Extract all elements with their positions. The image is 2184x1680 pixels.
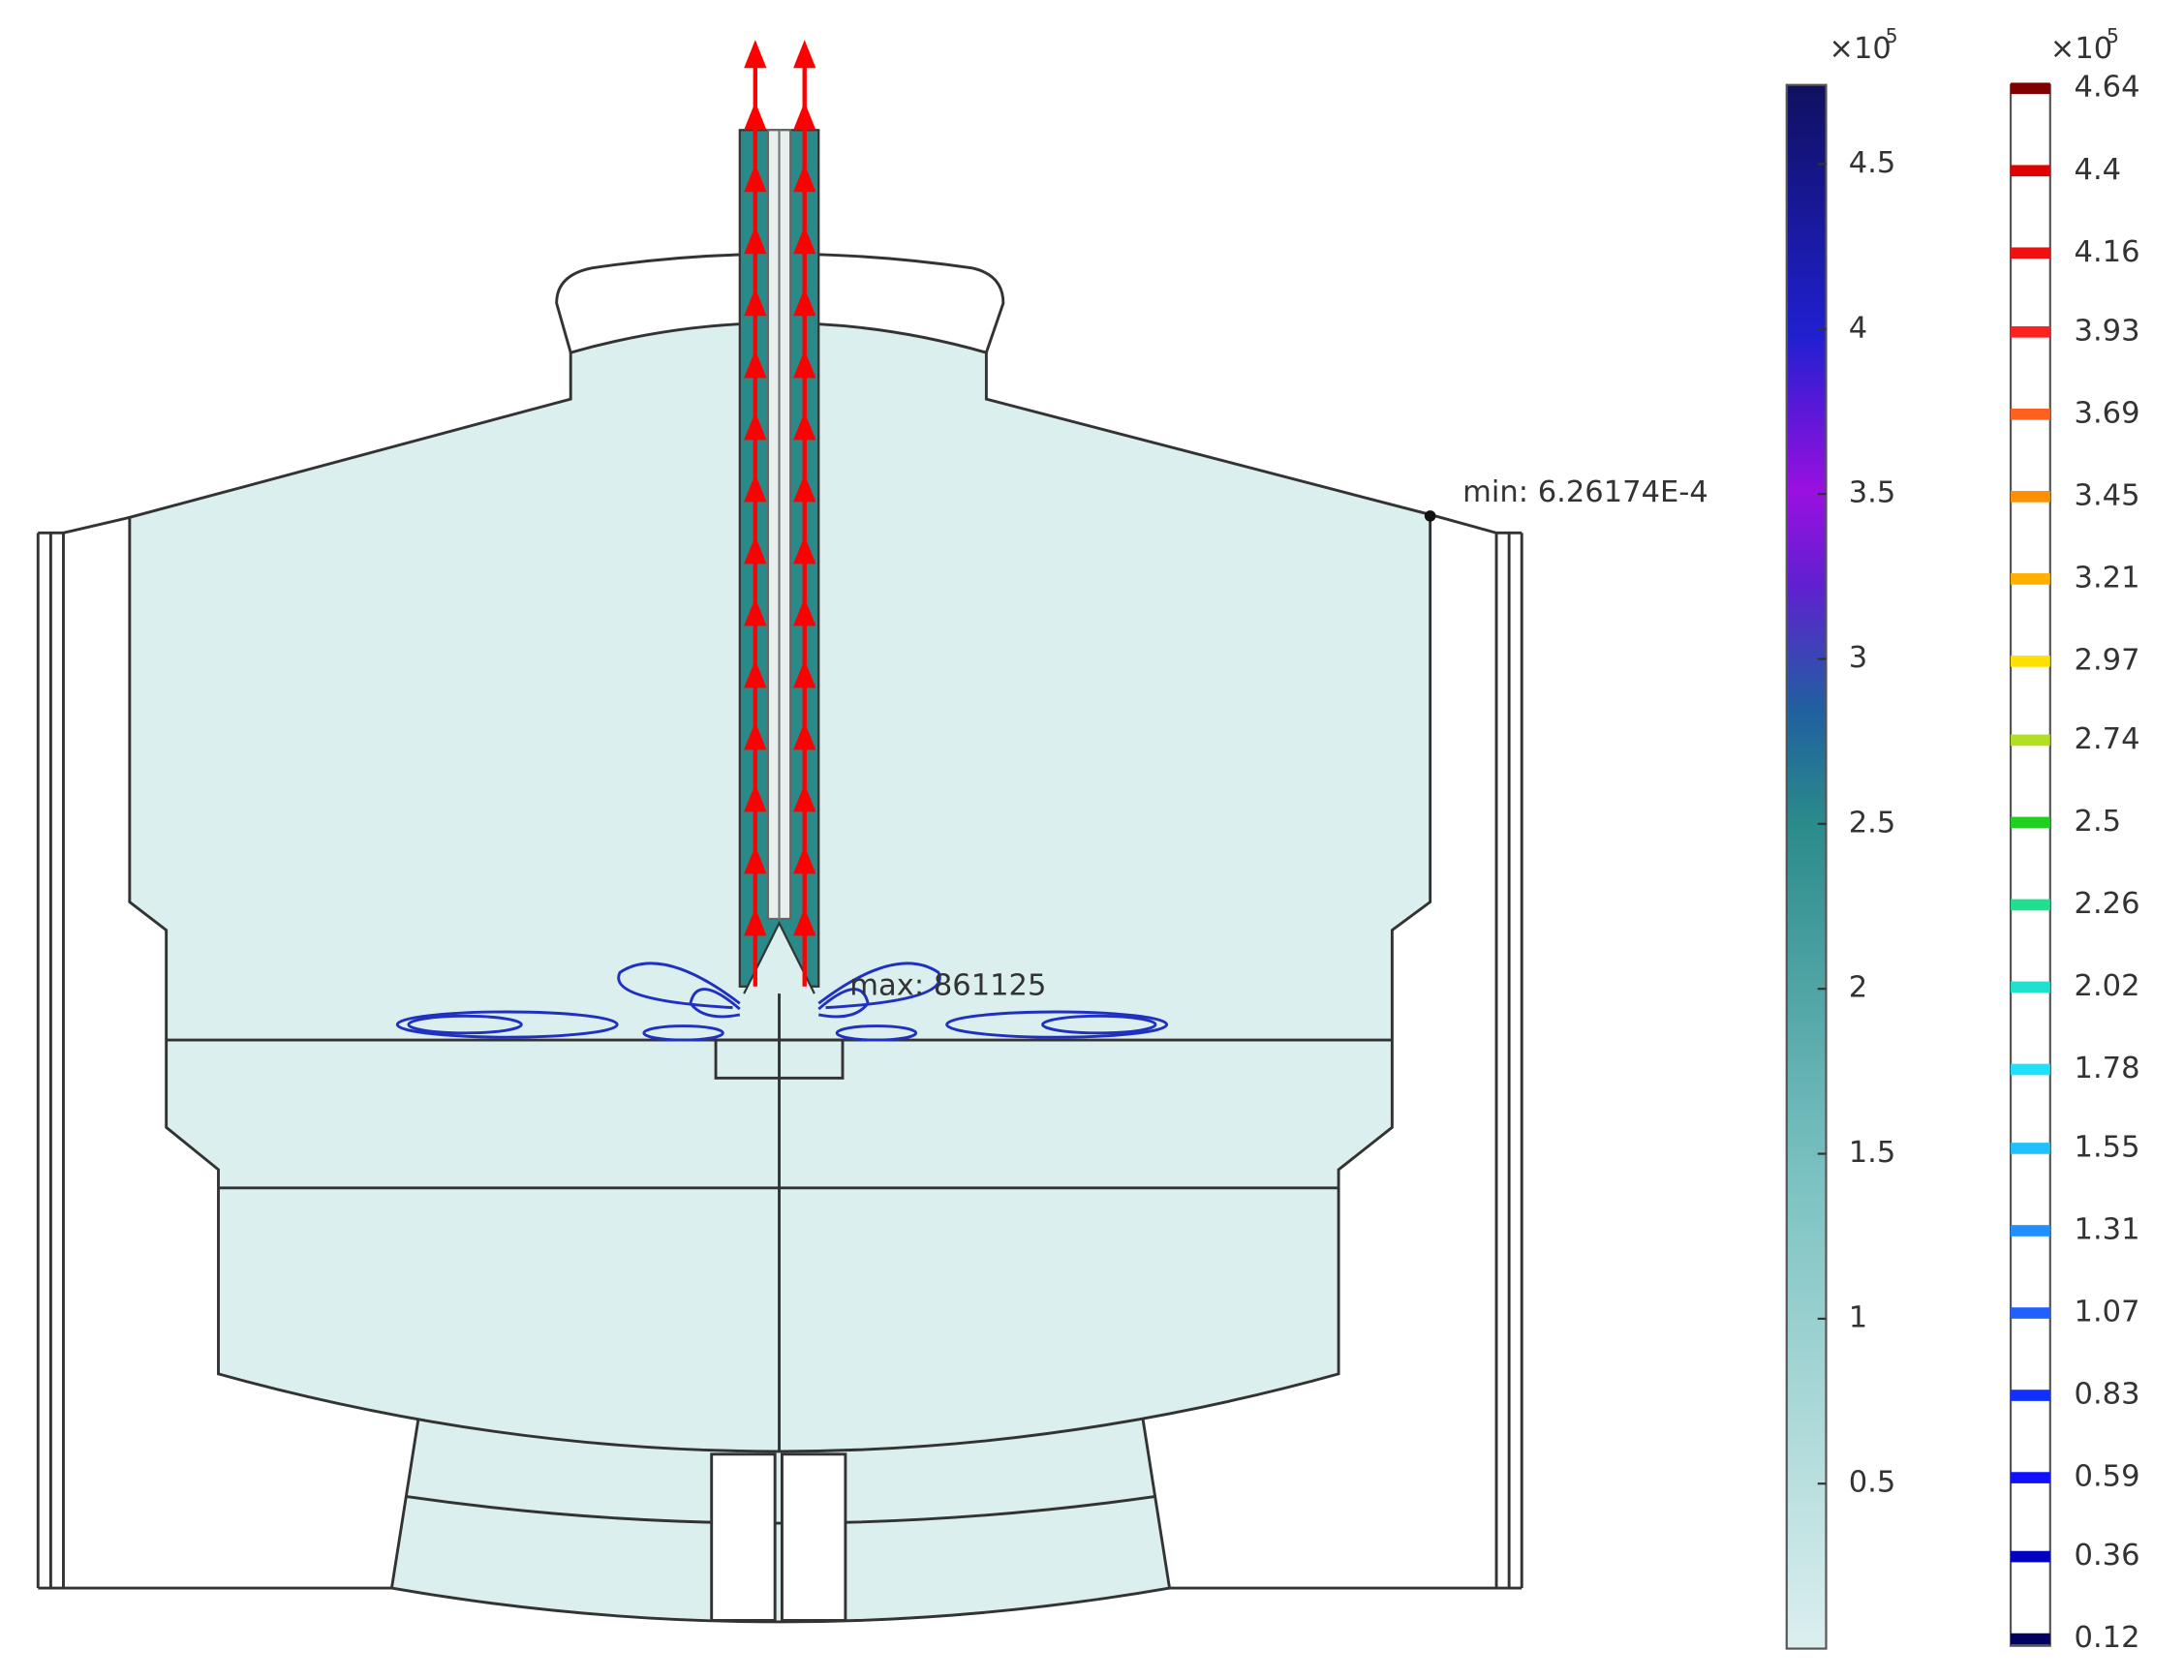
arrow-head bbox=[793, 783, 816, 812]
arrow-head bbox=[744, 535, 767, 565]
colorbar-exponent: 5 bbox=[1886, 24, 1898, 47]
tick-label: 1.55 bbox=[2075, 1130, 2140, 1164]
tick-label: 2.26 bbox=[2075, 887, 2140, 921]
tick-label: 4.5 bbox=[1849, 146, 1896, 180]
contour-level bbox=[2011, 1063, 2050, 1076]
contours bbox=[395, 962, 1169, 1042]
contour-level bbox=[2011, 1550, 2050, 1563]
arrow-head bbox=[793, 597, 816, 626]
arrow-head bbox=[793, 288, 816, 317]
tick-label: 2.02 bbox=[2075, 969, 2140, 1003]
arrow-head bbox=[744, 288, 767, 317]
contour-level bbox=[2011, 165, 2050, 177]
max-annotation: max: 861125 bbox=[849, 968, 1046, 1002]
arrow-head bbox=[793, 350, 816, 379]
tick-label: 0.12 bbox=[2075, 1621, 2140, 1655]
tick-label: 2.97 bbox=[2075, 643, 2140, 677]
contour-level bbox=[2011, 1225, 2050, 1237]
colorbar-multiplier: ×10 bbox=[2050, 32, 2112, 66]
arrow-head bbox=[793, 845, 816, 874]
tick-label: 2 bbox=[1849, 971, 1867, 1005]
contour-level bbox=[2011, 899, 2050, 911]
arrow-head bbox=[744, 226, 767, 255]
colorbar-multiplier: ×10 bbox=[1829, 32, 1891, 66]
tick-label: 1.07 bbox=[2075, 1296, 2140, 1329]
tick-label: 2.74 bbox=[2075, 722, 2140, 756]
contour-level bbox=[2011, 981, 2050, 993]
tick-label: 0.59 bbox=[2075, 1460, 2140, 1494]
current-arrows bbox=[744, 40, 816, 987]
tick-label: 4.64 bbox=[2075, 71, 2140, 105]
arrow-head bbox=[793, 412, 816, 441]
contour-level bbox=[2011, 656, 2050, 667]
tick-label: 1.5 bbox=[1849, 1136, 1896, 1170]
tick-label: 3.5 bbox=[1849, 476, 1896, 510]
arrow-head bbox=[744, 102, 767, 131]
arrow-head bbox=[793, 102, 816, 131]
colorbar-exponent: 5 bbox=[2107, 24, 2119, 47]
arrow-head bbox=[744, 845, 767, 874]
tick-label: 0.83 bbox=[2075, 1378, 2140, 1412]
arrow-head bbox=[793, 721, 816, 750]
contour-level bbox=[2011, 816, 2050, 829]
arrow-head bbox=[744, 783, 767, 812]
arrow-head bbox=[793, 907, 816, 936]
arrow-head bbox=[793, 535, 816, 565]
contour-level bbox=[2011, 1472, 2050, 1483]
geometry bbox=[36, 40, 1523, 1624]
arrow-head bbox=[793, 473, 816, 503]
min-annotation: min: 6.26174E-4 bbox=[1462, 475, 1708, 509]
tick-label: 4.4 bbox=[2075, 153, 2122, 187]
arrow-head bbox=[744, 721, 767, 750]
tick-label: 3.45 bbox=[2075, 478, 2140, 512]
tick-label: 3.69 bbox=[2075, 396, 2140, 430]
contour-level bbox=[2011, 1390, 2050, 1401]
tick-label: 1.78 bbox=[2075, 1052, 2140, 1085]
arrow-head bbox=[744, 412, 767, 441]
contour-level bbox=[2011, 1633, 2050, 1645]
arrow-head bbox=[793, 226, 816, 255]
arrow-head bbox=[793, 659, 816, 688]
contour-level bbox=[2011, 1307, 2050, 1319]
contour-level bbox=[2011, 247, 2050, 260]
arrow-head bbox=[744, 164, 767, 193]
tick-label: 0.36 bbox=[2075, 1539, 2140, 1573]
contour-level bbox=[2011, 491, 2050, 503]
tick-label: 0.5 bbox=[1849, 1466, 1896, 1500]
tick-label: 3 bbox=[1849, 641, 1867, 675]
arrow-head bbox=[744, 40, 767, 69]
arrow-head bbox=[744, 907, 767, 936]
tick-label: 3.21 bbox=[2075, 561, 2140, 595]
tick-label: 4.16 bbox=[2075, 235, 2140, 269]
arrow-head bbox=[793, 40, 816, 69]
arrow-head bbox=[744, 350, 767, 379]
arrow-head bbox=[744, 659, 767, 688]
arrow-head bbox=[744, 473, 767, 503]
contour-level bbox=[2011, 82, 2050, 95]
contour-level bbox=[2011, 734, 2050, 747]
tick-label: 4 bbox=[1849, 311, 1867, 345]
arrow-head bbox=[793, 164, 816, 193]
tick-label: 2.5 bbox=[2075, 805, 2122, 839]
surface-colorbar bbox=[1785, 83, 1828, 1650]
contour-level bbox=[2011, 408, 2050, 420]
tick-label: 1.31 bbox=[2075, 1212, 2140, 1246]
arrow-head bbox=[744, 597, 767, 626]
contour-level bbox=[2011, 573, 2050, 585]
tick-label: 1 bbox=[1849, 1300, 1867, 1334]
contour-level bbox=[2011, 325, 2050, 338]
contour-level bbox=[2011, 1143, 2050, 1154]
tick-label: 3.93 bbox=[2075, 314, 2140, 348]
contour-colorbar bbox=[2009, 83, 2051, 1647]
tick-label: 2.5 bbox=[1849, 806, 1896, 840]
